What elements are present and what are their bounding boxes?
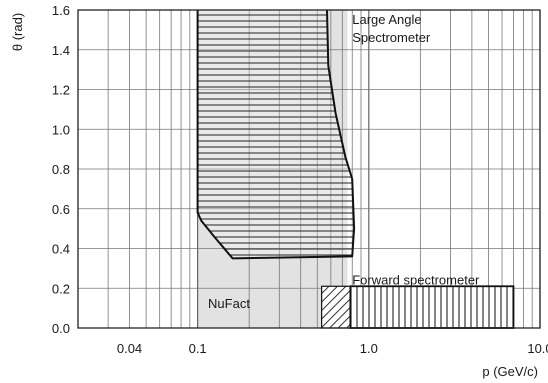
region-label: NuFact — [208, 296, 250, 311]
y-tick-labels: 0.0 0.2 0.4 0.6 0.8 1.0 1.2 1.4 1.6 — [52, 3, 70, 336]
x-tick-labels: 0.04 0.1 1.0 10.0 — [117, 341, 548, 356]
region-forward-hatch — [350, 286, 514, 328]
y-axis-label: θ (rad) — [10, 13, 25, 51]
y-tick-label: 0.4 — [52, 242, 70, 257]
plot-frame — [77, 9, 541, 329]
region-overlap-hatch — [321, 286, 351, 328]
y-tick-label: 0.8 — [52, 162, 70, 177]
y-tick-label: 0.2 — [52, 281, 70, 296]
region-label: Forward spectrometer — [352, 272, 480, 287]
hatched-regions — [197, 10, 514, 328]
y-tick-label: 1.2 — [52, 83, 70, 98]
y-tick-label: 1.6 — [52, 3, 70, 18]
x-tick-label: 0.1 — [189, 341, 207, 356]
region-label: Spectrometer — [352, 30, 431, 45]
x-tick-label: 0.04 — [117, 341, 142, 356]
y-tick-label: 1.4 — [52, 43, 70, 58]
y-tick-label: 1.0 — [52, 122, 70, 137]
x-tick-label: 1.0 — [360, 341, 378, 356]
x-tick-label: 10.0 — [527, 341, 548, 356]
region-label: Large Angle — [352, 12, 421, 27]
x-axis-label: p (GeV/c) — [482, 364, 538, 379]
region-large-angle-outline — [196, 9, 356, 260]
y-tick-label: 0.6 — [52, 202, 70, 217]
y-tick-label: 0.0 — [52, 321, 70, 336]
region-large-angle-hatch — [197, 10, 355, 259]
region-labels: NuFact Large Angle Spectrometer Forward spe… — [208, 12, 480, 311]
